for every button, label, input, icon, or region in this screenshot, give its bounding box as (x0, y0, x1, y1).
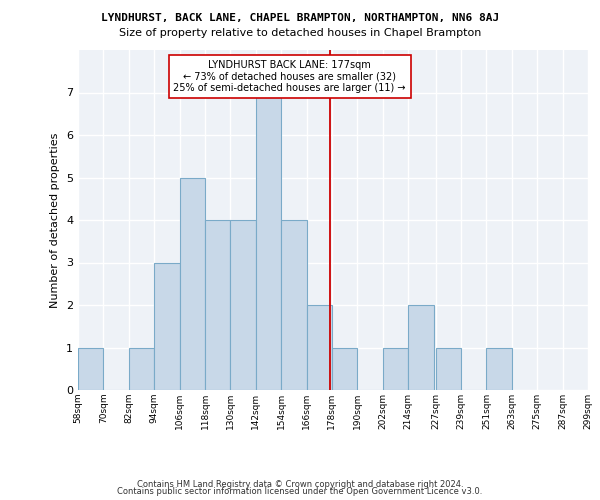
Bar (154, 262, 179, 390)
Text: LYNDHURST BACK LANE: 177sqm
← 73% of detached houses are smaller (32)
25% of sem: LYNDHURST BACK LANE: 177sqm ← 73% of det… (173, 60, 406, 94)
Bar (487, 348, 512, 390)
Bar (129, 348, 154, 390)
Y-axis label: Number of detached properties: Number of detached properties (50, 132, 61, 308)
Text: Contains HM Land Registry data © Crown copyright and database right 2024.: Contains HM Land Registry data © Crown c… (137, 480, 463, 489)
Bar (436, 348, 461, 390)
Bar (383, 348, 408, 390)
Text: LYNDHURST, BACK LANE, CHAPEL BRAMPTON, NORTHAMPTON, NN6 8AJ: LYNDHURST, BACK LANE, CHAPEL BRAMPTON, N… (101, 12, 499, 22)
Bar (332, 348, 358, 390)
Text: Contains public sector information licensed under the Open Government Licence v3: Contains public sector information licen… (118, 488, 482, 496)
Bar (281, 220, 307, 390)
Bar (408, 305, 434, 390)
Bar (205, 220, 230, 390)
Bar (256, 92, 281, 390)
Text: Size of property relative to detached houses in Chapel Brampton: Size of property relative to detached ho… (119, 28, 481, 38)
Bar (230, 220, 256, 390)
Bar (307, 305, 332, 390)
Bar (179, 178, 205, 390)
Bar (78, 348, 103, 390)
